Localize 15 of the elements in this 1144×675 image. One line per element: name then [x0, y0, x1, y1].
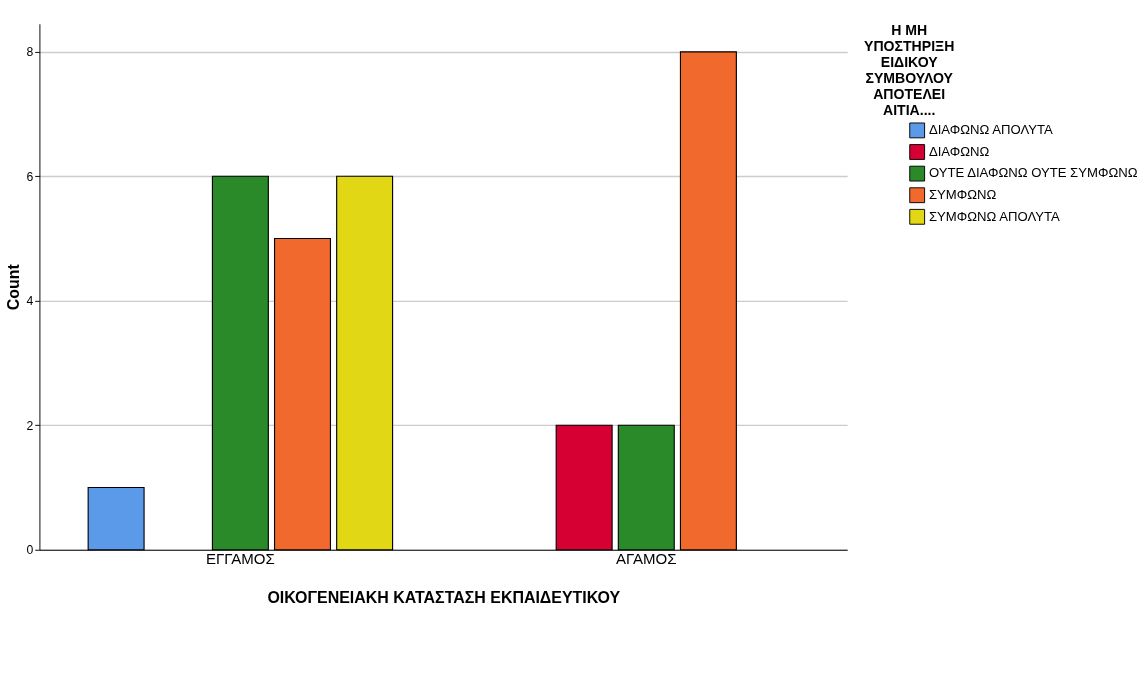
y-tick-label: 4: [26, 294, 34, 309]
y-axis-title: Count: [5, 263, 23, 311]
x-axis-title: ΟΙΚΟΓΕΝΕΙΑΚΗ ΚΑΤΑΣΤΑΣΗ ΕΚΠΑΙΔΕΥΤΙΚΟΥ: [267, 588, 621, 606]
legend-label: ΔΙΑΦΩΝΩ: [928, 143, 990, 159]
legend-label: ΣΥΜΦΩΝΩ ΑΠΟΛΥΤΑ: [928, 208, 1060, 224]
x-tick-label: ΕΓΓΑΜΟΣ: [206, 550, 275, 568]
legend-title: Η ΜΗ ΥΠΟΣΤΗΡΙΞΗ ΕΙΔΙΚΟΥ ΣΥΜΒΟΥΛΟΥ ΑΠΟΤΕΛΕΙ ΑΙΤΙΑ....: [864, 22, 955, 118]
legend-label: ΟΥΤΕ ΔΙΑΦΩΝΩ ΟΥΤΕ ΣΥΜΦΩΝΩ: [928, 165, 1138, 181]
y-tick-label: 0: [26, 543, 34, 558]
y-tick-label: 2: [26, 418, 34, 433]
legend-label: ΔΙΑΦΩΝΩ ΑΠΟΛΥΤΑ: [928, 122, 1053, 138]
y-tick-label: 6: [26, 169, 34, 184]
x-tick-label: ΑΓΑΜΟΣ: [616, 550, 677, 568]
legend-label: ΣΥΜΦΩΝΩ: [928, 186, 997, 202]
y-tick-label: 8: [26, 45, 34, 60]
